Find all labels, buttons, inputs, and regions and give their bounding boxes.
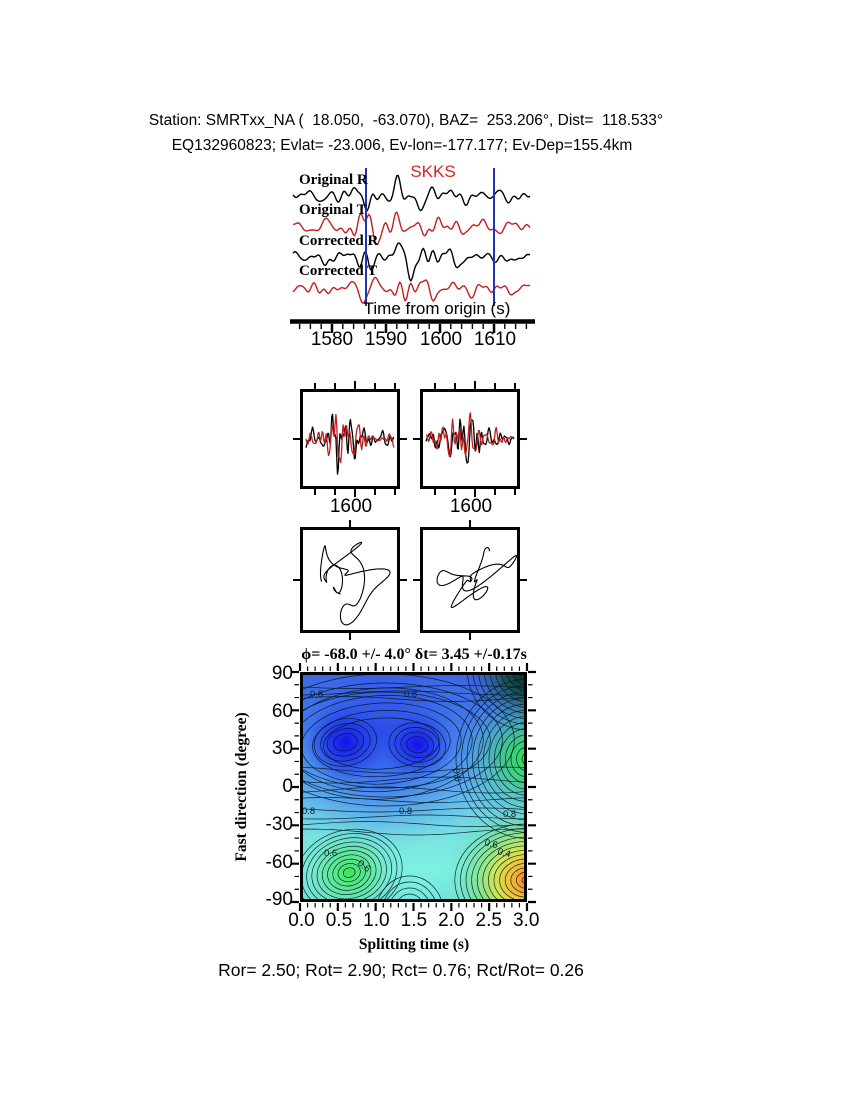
trace-label-corrected-t: Corrected T — [299, 263, 378, 279]
contour-xtick-label: 0.5 — [325, 910, 353, 931]
contour-title: ϕ= -68.0 +/- 4.0° δt= 3.45 +/-0.17s — [301, 646, 527, 663]
particle-motion-box-2 — [413, 520, 527, 640]
contour-level-label: 0.4 — [496, 846, 512, 860]
time-tick-label: 1610 — [473, 329, 517, 350]
event-header: EQ132960823; Evlat= -23.006, Ev-lon=-177… — [171, 137, 633, 154]
contour-level-label: 0.8 — [450, 768, 463, 783]
compare-box-2-xtick: 1600 — [449, 496, 493, 517]
waveform-compare-box-1 — [293, 381, 407, 497]
contour-level-label: 0.8 — [404, 689, 417, 700]
time-tick-label: 1600 — [419, 329, 463, 350]
phase-label-skks: SKKS — [410, 162, 456, 181]
contour-level-label: 0.8 — [399, 806, 412, 817]
trace-label-corrected-r: Corrected R — [299, 233, 379, 249]
waveform-compare-box-2 — [413, 381, 527, 497]
contour-level-label: 0.8 — [503, 809, 516, 820]
seismogram-traces — [292, 168, 531, 306]
time-axis-label: Time from origin (s) — [363, 299, 511, 318]
time-axis — [290, 319, 535, 333]
trace-label-original-t: Original T — [299, 202, 367, 218]
particle-motion-box-1 — [293, 520, 407, 640]
contour-ytick-label: 0 — [282, 776, 293, 798]
footer-stats: Ror= 2.50; Rot= 2.90; Rct= 0.76; Rct/Rot… — [218, 960, 584, 980]
station-header: Station: SMRTxx_NA ( 18.050, -63.070), B… — [148, 112, 664, 129]
contour-xtick-label: 2.0 — [438, 910, 465, 931]
contour-ytick-label: 30 — [271, 738, 293, 760]
contour-ytick-label: 90 — [271, 663, 293, 684]
contour-level-label: 0.8 — [310, 689, 323, 700]
contour-xtick-label: 1.0 — [363, 910, 390, 931]
contour-level-label: 0.6 — [483, 837, 499, 851]
time-tick-label: 1580 — [310, 329, 354, 350]
trace-label-original-r: Original R — [299, 172, 368, 188]
contour-xtick-label: 3.0 — [512, 910, 540, 931]
contour-ytick-label: 60 — [271, 700, 293, 722]
splitting-contour-map: 0.8 0.80.80.8 0.8 0.80.60.60.60.4 — [291, 663, 536, 911]
contour-ytick-label: -60 — [265, 851, 293, 873]
contour-level-label: 0.6 — [324, 848, 337, 859]
contour-xtick-label: 2.5 — [475, 910, 502, 931]
contour-xtick-label: 0.0 — [288, 910, 315, 931]
contour-ytick-label: -30 — [265, 813, 293, 835]
contour-xlabel: Splitting time (s) — [358, 936, 470, 953]
contour-level-label: 0.8 — [302, 806, 315, 817]
contour-ylabel: Fast direction (degree) — [233, 712, 250, 862]
compare-box-1-xtick: 1600 — [329, 496, 373, 517]
contour-xtick-label: 1.5 — [400, 910, 428, 931]
contour-ytick-label: -90 — [265, 889, 293, 911]
time-tick-label: 1590 — [364, 329, 408, 350]
